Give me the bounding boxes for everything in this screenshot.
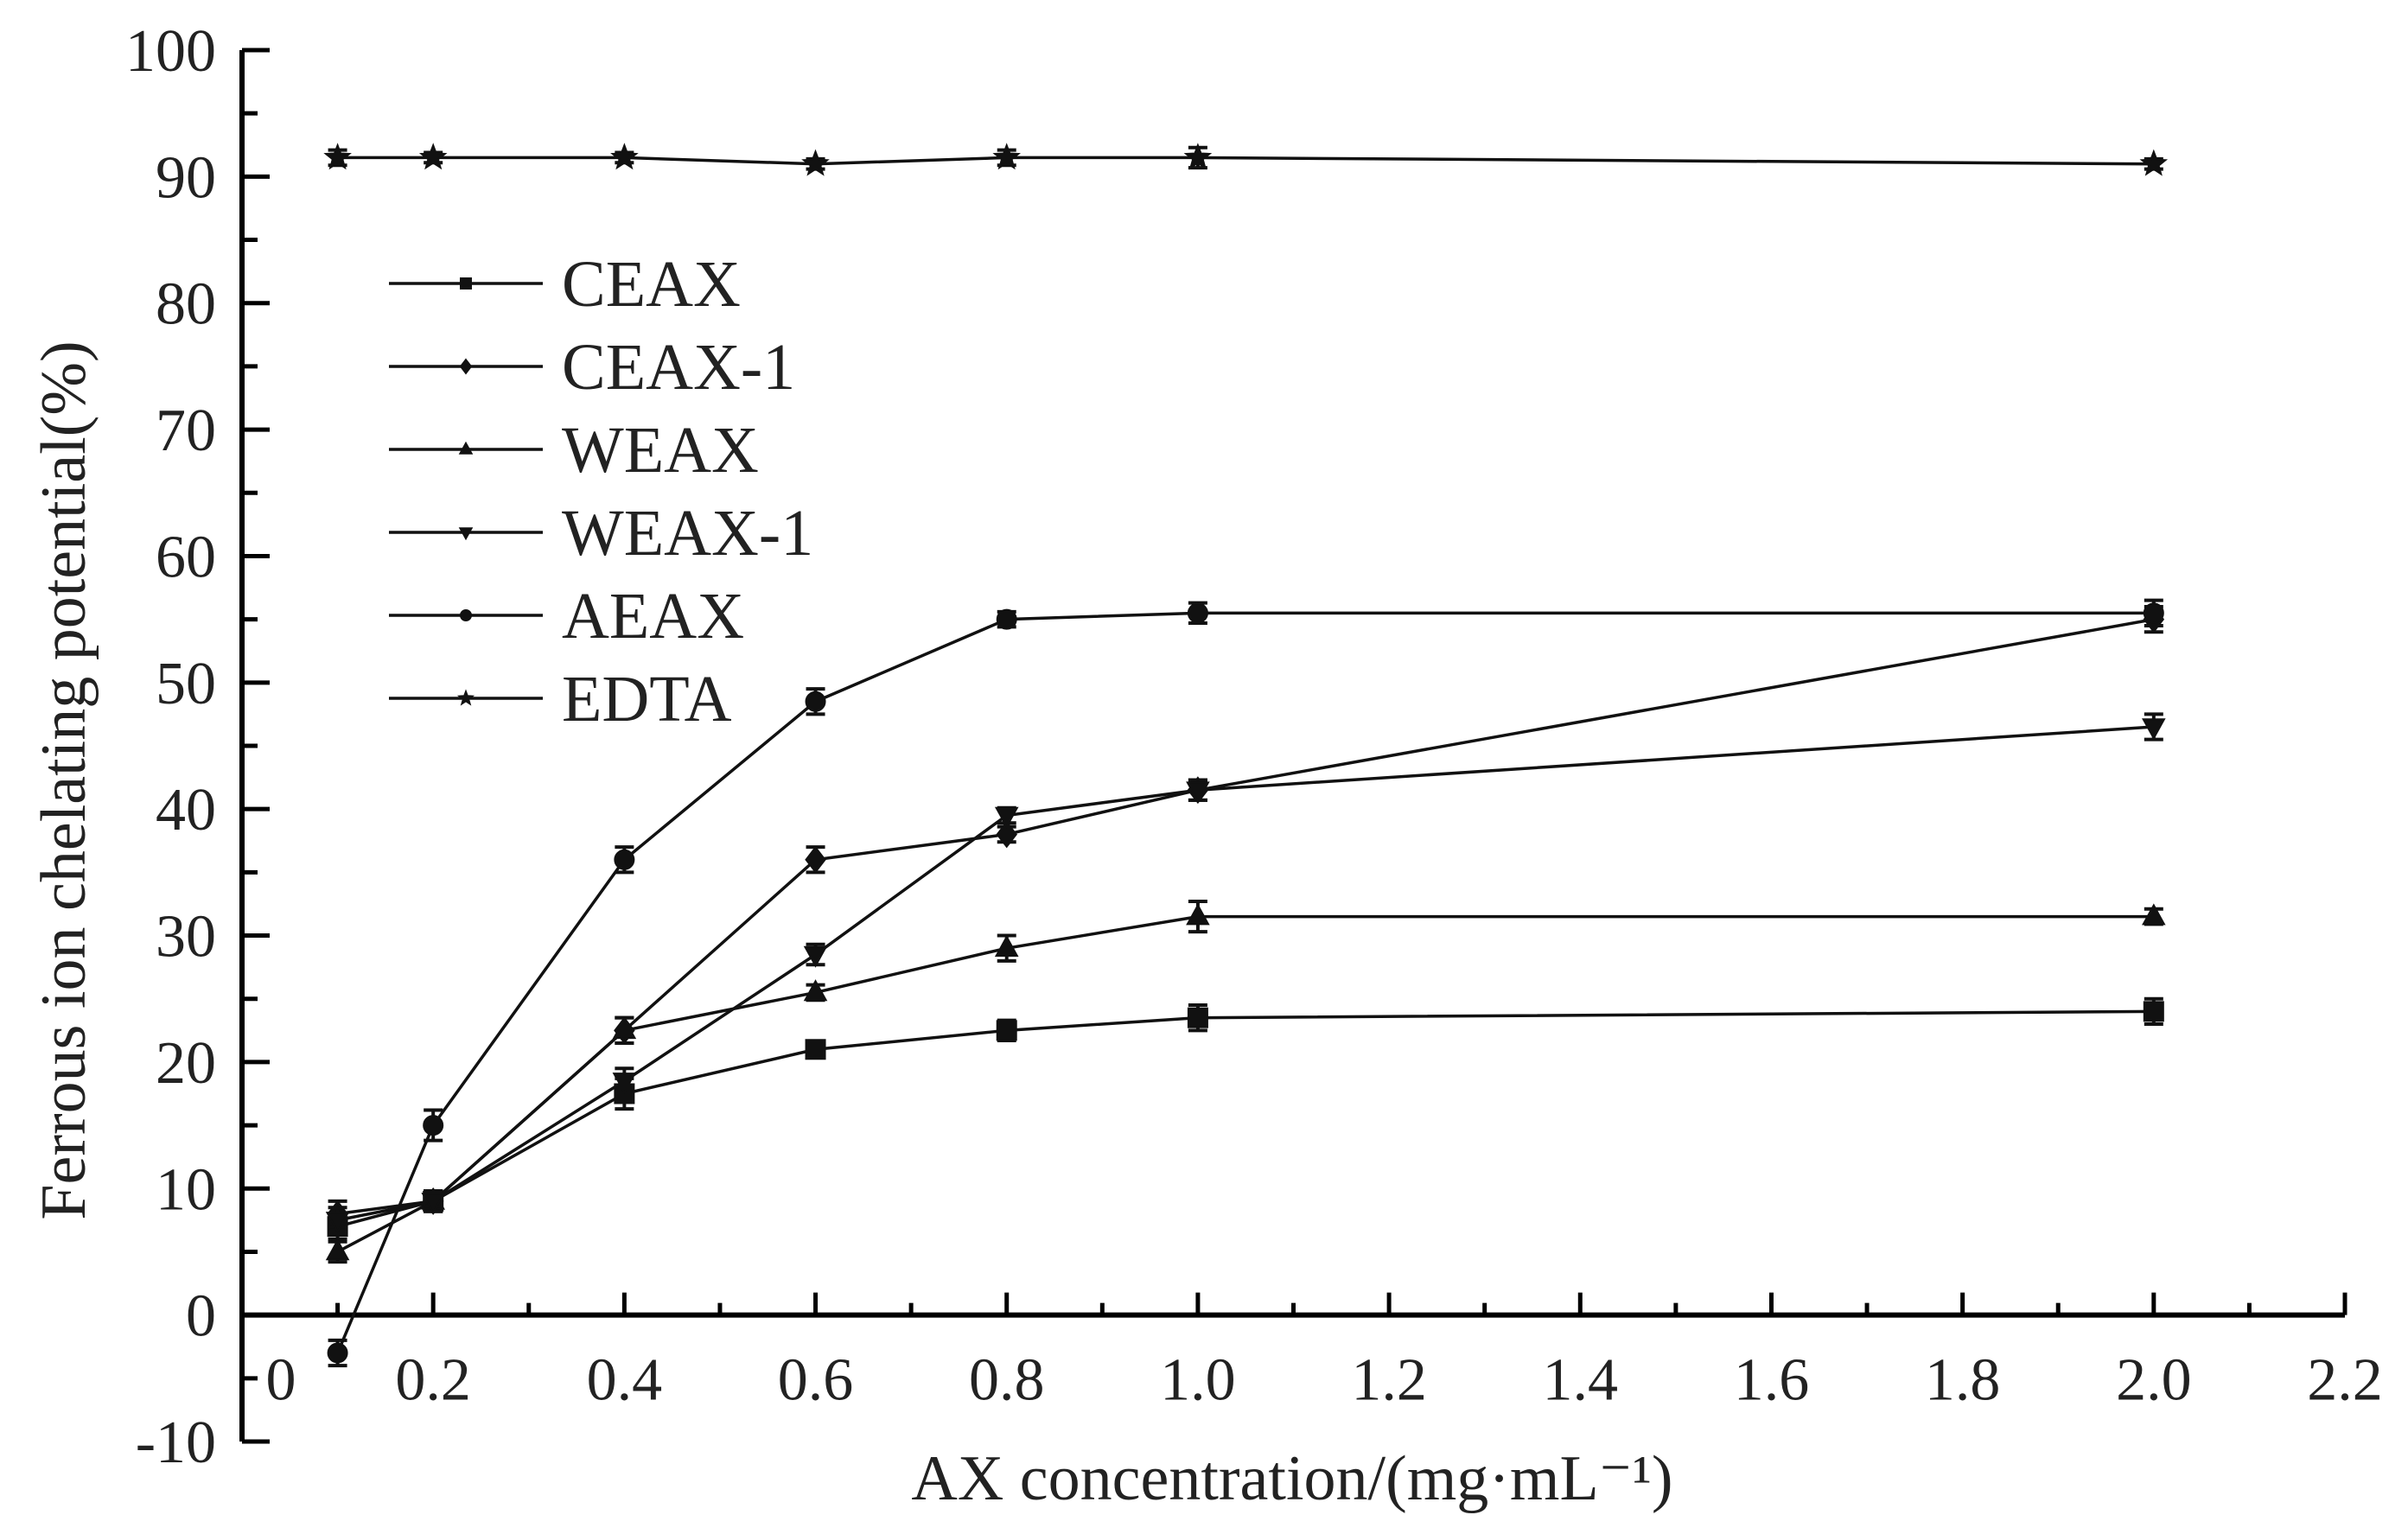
legend-label-ceax: CEAX [562, 248, 741, 321]
data-point-ceax [805, 1039, 826, 1060]
x-tick-label: 1.8 [1925, 1347, 2001, 1414]
data-point-ceax [996, 1020, 1017, 1041]
x-tick-label: 0.8 [969, 1347, 1045, 1414]
x-tick-label: 1.4 [1543, 1347, 1619, 1414]
data-point-edta [610, 143, 639, 170]
legend-label-weax: WEAX [562, 414, 759, 487]
x-tick-label: 0.6 [778, 1347, 854, 1414]
y-tick-label: 90 [156, 144, 216, 211]
data-point-edta [418, 143, 448, 170]
legend: CEAX CEAX-1 WEAX WEAX-1 AEAX EDTA [389, 248, 813, 735]
data-point-weax-1 [612, 1073, 637, 1095]
y-tick-label: 40 [156, 777, 216, 843]
data-point-weax [994, 934, 1019, 957]
data-point-ceax-1 [805, 845, 826, 874]
y-tick-label: 10 [156, 1156, 216, 1223]
data-point-weax-1 [2142, 718, 2166, 741]
legend-marker-ceax [460, 277, 472, 290]
series-weax-1 [325, 712, 2166, 1235]
legend-marker-ceax-1 [459, 358, 473, 375]
data-point-weax-1 [803, 945, 828, 968]
x-tick-label: 0 [266, 1347, 296, 1414]
x-tick-label: 1.2 [1351, 1347, 1427, 1414]
data-point-aeax [996, 608, 1017, 630]
data-point-ceax-1 [996, 820, 1017, 849]
data-point-ceax [2143, 1001, 2164, 1022]
x-tick-label: 1.0 [1160, 1347, 1236, 1414]
legend-label-weax-1: WEAX-1 [562, 497, 813, 570]
x-tick-label: 2.2 [2307, 1347, 2383, 1414]
data-point-edta [801, 149, 830, 176]
legend-label-aeax: AEAX [562, 580, 744, 652]
data-point-aeax [805, 691, 826, 712]
data-point-weax-1 [994, 806, 1019, 829]
y-tick-label: 30 [156, 904, 216, 971]
data-point-weax [325, 1238, 350, 1261]
data-point-weax-1 [325, 1212, 350, 1234]
legend-marker-edta [456, 689, 475, 706]
y-tick-label: 70 [156, 398, 216, 464]
y-tick-label: 60 [156, 524, 216, 590]
data-point-aeax [1187, 602, 1208, 624]
y-tick-label: 50 [156, 651, 216, 717]
data-point-weax [612, 1017, 637, 1040]
series-line-edta [337, 156, 2154, 166]
x-tick-label: 2.0 [2116, 1347, 2192, 1414]
data-point-weax [803, 979, 828, 1002]
data-point-aeax [327, 1342, 348, 1364]
data-point-aeax [614, 849, 635, 870]
series-ceax [327, 996, 2164, 1241]
x-tick-label: 1.6 [1734, 1347, 1810, 1414]
legend-label-edta: EDTA [562, 663, 732, 735]
data-point-weax-1 [421, 1193, 445, 1215]
y-tick-label: 80 [156, 271, 216, 338]
axes: -10 0 10 20 30 40 50 60 70 80 90 100 0 0.2 0.4 0.6 0.8 1.… [125, 18, 2383, 1476]
data-point-edta [992, 143, 1021, 170]
data-point-edta [323, 143, 352, 170]
x-tick-label: 0.2 [395, 1347, 471, 1414]
data-point-aeax [2143, 602, 2164, 624]
legend-marker-weax [458, 441, 474, 455]
data-point-weax [1186, 903, 1210, 926]
series-line-weax-1 [337, 725, 2154, 1222]
series-layer [323, 143, 2169, 1368]
y-axis-title: Ferrous ion chelating potential(%) [29, 341, 99, 1219]
y-tick-label: -10 [136, 1410, 216, 1476]
data-point-weax [2142, 903, 2166, 926]
legend-label-ceax-1: CEAX-1 [562, 331, 795, 404]
data-point-ceax [1187, 1007, 1208, 1028]
y-tick-label: 100 [125, 18, 216, 85]
y-tick-label: 20 [156, 1030, 216, 1097]
series-aeax [327, 598, 2164, 1368]
series-weax [325, 900, 2166, 1264]
legend-marker-weax-1 [458, 527, 474, 541]
series-line-weax [336, 914, 2154, 1254]
x-tick-label: 0.4 [587, 1347, 663, 1414]
data-point-aeax [423, 1115, 444, 1136]
data-point-edta [2139, 149, 2169, 176]
legend-marker-aeax [460, 609, 472, 621]
data-point-weax-1 [1186, 781, 1210, 804]
x-axis-title: AX concentration/(mg·mL⁻¹) [911, 1443, 1672, 1514]
series-edta [323, 143, 2169, 176]
y-tick-label: 0 [186, 1283, 216, 1350]
data-point-edta [1183, 143, 1213, 170]
